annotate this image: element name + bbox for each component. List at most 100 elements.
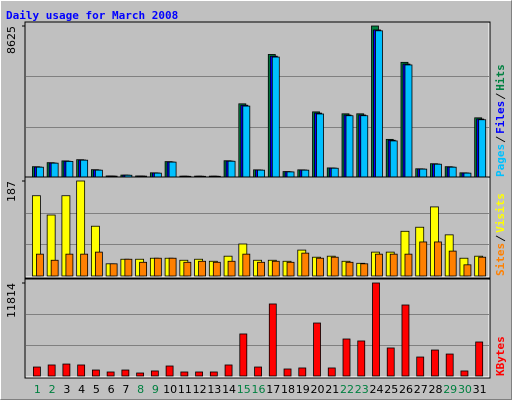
bar xyxy=(254,366,262,377)
x-tick-label: 10 xyxy=(163,383,177,396)
y-tick-label: 8625 xyxy=(5,26,18,54)
chart-title: Daily usage for March 2008 xyxy=(6,9,178,22)
bar xyxy=(242,253,251,277)
legend-separator xyxy=(495,235,506,242)
bar xyxy=(286,261,295,277)
x-tick-label: 15 xyxy=(237,383,251,396)
plot-area xyxy=(24,21,491,180)
y-tick-label: 11814 xyxy=(5,283,18,318)
bar xyxy=(431,349,439,377)
x-tick-label: 9 xyxy=(152,383,159,396)
bar xyxy=(301,252,310,277)
x-tick-label: 2 xyxy=(49,383,56,396)
bar xyxy=(316,257,324,277)
x-tick-label: 12 xyxy=(193,383,207,396)
bar xyxy=(375,30,383,178)
x-tick-label: 14 xyxy=(222,383,236,396)
bar xyxy=(286,171,295,178)
x-tick-label: 27 xyxy=(414,383,428,396)
bar xyxy=(168,161,177,178)
legend-separator xyxy=(495,93,506,100)
bar xyxy=(50,162,59,178)
bar xyxy=(36,253,44,277)
bar xyxy=(91,369,100,377)
bar xyxy=(404,64,413,178)
bar xyxy=(448,166,457,178)
x-tick-label: 11 xyxy=(178,383,192,396)
bar xyxy=(478,119,487,178)
bar xyxy=(283,368,292,377)
bar xyxy=(183,261,192,277)
legend-label: Files xyxy=(494,101,507,134)
x-tick-label: 20 xyxy=(311,383,325,396)
legend-label: Hits xyxy=(494,64,507,91)
bar xyxy=(345,115,354,178)
x-tick-label: 16 xyxy=(252,383,266,396)
x-tick-label: 3 xyxy=(63,383,70,396)
bar xyxy=(360,115,369,178)
bar xyxy=(94,169,103,178)
bar xyxy=(419,241,428,277)
bar xyxy=(268,303,277,377)
bar xyxy=(153,257,162,277)
bar xyxy=(419,168,428,178)
x-tick-label: 29 xyxy=(443,383,457,396)
bar xyxy=(50,259,59,277)
bar xyxy=(106,371,115,377)
bar xyxy=(33,366,41,377)
bar xyxy=(65,161,74,178)
bar xyxy=(460,370,469,377)
bar xyxy=(227,160,236,178)
bar xyxy=(360,263,369,277)
x-tick-label: 21 xyxy=(325,383,339,396)
x-tick-label: 8 xyxy=(137,383,144,396)
bar xyxy=(372,282,380,377)
bar xyxy=(165,365,174,377)
bar xyxy=(257,169,265,178)
bar xyxy=(36,166,44,178)
bar xyxy=(195,371,203,377)
bar xyxy=(463,264,472,277)
bar xyxy=(448,250,457,277)
x-tick-label: 25 xyxy=(384,383,398,396)
legend-label: Pages xyxy=(494,144,507,177)
bar xyxy=(298,367,307,377)
legend: KBytes xyxy=(494,336,507,376)
bar xyxy=(65,253,74,277)
bar xyxy=(109,263,118,277)
bar xyxy=(327,367,336,377)
bar xyxy=(136,372,145,377)
x-tick-label: 22 xyxy=(340,383,354,396)
bar xyxy=(330,256,339,277)
bar xyxy=(404,253,413,277)
legend-label: Visits xyxy=(494,193,507,233)
bar xyxy=(180,371,189,377)
legend: Pages Files Hits xyxy=(494,64,507,177)
bar xyxy=(150,370,159,377)
bar xyxy=(224,364,233,377)
bar xyxy=(257,261,265,277)
bar xyxy=(227,260,236,277)
bar xyxy=(124,258,133,277)
bar xyxy=(401,304,410,377)
bar xyxy=(330,167,339,178)
bar xyxy=(168,257,177,277)
bar xyxy=(198,260,206,277)
x-tick-label: 24 xyxy=(369,383,383,396)
bar xyxy=(313,322,321,377)
x-tick-label: 28 xyxy=(428,383,442,396)
x-tick-label: 17 xyxy=(266,383,280,396)
bar xyxy=(121,369,130,377)
bar xyxy=(434,163,442,178)
x-tick-label: 31 xyxy=(473,383,487,396)
bar xyxy=(271,260,280,277)
x-tick-label: 23 xyxy=(355,383,369,396)
x-tick-label: 19 xyxy=(296,383,310,396)
bar xyxy=(316,113,324,178)
bar xyxy=(389,253,398,277)
x-tick-label: 6 xyxy=(108,383,115,396)
bar xyxy=(153,172,162,178)
bar xyxy=(416,356,425,377)
